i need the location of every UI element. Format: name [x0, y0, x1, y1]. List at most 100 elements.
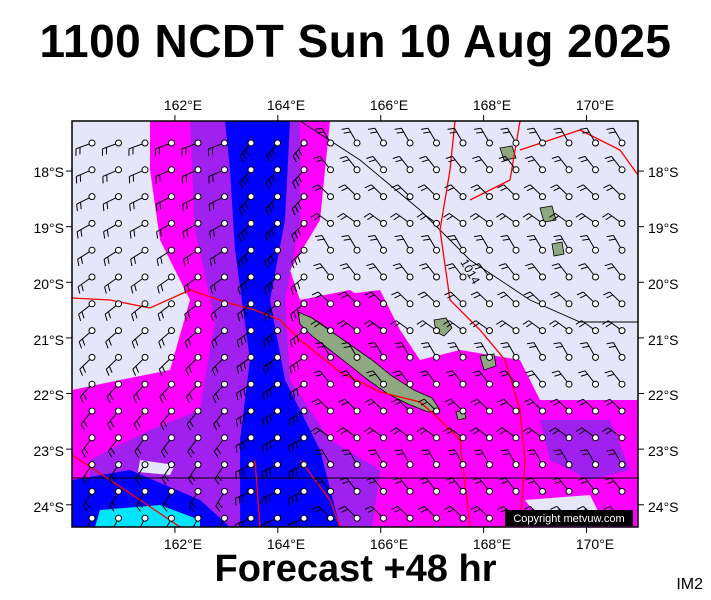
wind-barb [188, 461, 202, 485]
wind-barb [522, 212, 546, 227]
wind-barb [337, 427, 361, 442]
wind-barb [419, 155, 440, 174]
wind-barb [166, 514, 175, 527]
wind-barb [211, 353, 228, 376]
wind-barb [364, 398, 387, 415]
wind-barb [390, 320, 414, 335]
vanuatu-island-2 [539, 205, 557, 223]
copyright-text: Copyright metvuw.com [513, 513, 624, 525]
wind-barb [602, 320, 626, 335]
wind-barb [129, 219, 149, 239]
wind-barb [158, 353, 175, 376]
wind-barb [553, 449, 573, 469]
wind-barb [392, 155, 414, 174]
wind-barb [76, 219, 96, 239]
wind-barb [500, 449, 520, 469]
wind-barb [417, 184, 440, 201]
wind-barb [234, 487, 255, 506]
wind-barb [337, 212, 361, 227]
map-area: 1014 [72, 121, 638, 527]
wind-barb [341, 234, 361, 254]
wind-barb [157, 300, 175, 322]
wind-barb [102, 166, 122, 184]
wind-barb [364, 505, 387, 522]
wind-barb [445, 477, 467, 495]
wind-barb [313, 155, 334, 174]
lat-tick-label-right: 19°S [648, 220, 679, 236]
wind-barb [109, 487, 122, 512]
image-code: IM2 [676, 576, 703, 593]
wind-barb [157, 273, 175, 294]
wind-barb [392, 263, 414, 281]
lat-tick-label-left: 18°S [33, 164, 64, 180]
wind-barb [128, 166, 149, 184]
wind-barb [311, 291, 334, 308]
wind-barb [580, 449, 599, 469]
wind-barb [523, 184, 546, 201]
wind-barb [416, 212, 440, 227]
wind-barb [496, 320, 520, 335]
wind-barb [315, 234, 334, 254]
wind-barb [235, 407, 255, 427]
wind-barb [160, 434, 175, 458]
lat-ticks-left: 18°S 19°S 20°S 21°S 22°S 23°S 24°S [33, 164, 64, 515]
wind-barb [575, 320, 599, 335]
wind-barb [77, 273, 96, 294]
wind-barb [391, 505, 414, 522]
wind-barb [107, 434, 122, 458]
wind-barb [447, 449, 467, 469]
wind-barb [291, 193, 308, 216]
wind-barb [525, 155, 546, 174]
front-line-2 [439, 121, 526, 527]
wind-barb [443, 427, 467, 442]
wind-barb [525, 370, 546, 388]
wind-barb [551, 477, 573, 495]
wind-barb [261, 514, 281, 527]
wind-barb [606, 234, 626, 254]
wind-barb [549, 320, 573, 335]
wind-barb [265, 166, 281, 189]
wind-barb [527, 342, 546, 361]
wind-barb [78, 300, 96, 322]
forecast-title: 1100 NCDT Sun 10 Aug 2025 [39, 15, 672, 67]
wind-barb [527, 234, 546, 254]
wind-barb [363, 320, 387, 335]
lon-ticks-bottom: 162°E 164°E 166°E 168°E 170°E [164, 536, 614, 552]
wind-barb [421, 342, 440, 361]
wind-barb [266, 139, 281, 163]
wind-barb [472, 263, 493, 281]
wind-barb [154, 139, 175, 156]
wind-barb [236, 327, 255, 348]
wind-barb [474, 127, 493, 147]
wind-barb [366, 263, 387, 281]
wind-barb [208, 166, 228, 184]
lat-tick-label-right: 24°S [648, 499, 679, 515]
wind-barb [606, 449, 626, 469]
wind-barb [80, 407, 96, 431]
wind-barb [129, 193, 149, 212]
wind-barb [497, 398, 520, 415]
lon-tick-label-bottom: 168°E [473, 536, 511, 552]
wind-barb [419, 477, 440, 495]
wind-barb [498, 370, 520, 388]
wind-barb [239, 166, 255, 189]
wind-barb [292, 166, 308, 189]
wind-barb [184, 300, 202, 322]
wind-barb [604, 370, 626, 388]
front-line-4 [519, 129, 638, 176]
wind-barb [82, 461, 96, 485]
wind-barb [580, 127, 599, 147]
wind-barb [553, 234, 573, 254]
wind-barb [106, 380, 122, 404]
wind-barb [525, 477, 546, 495]
wind-barb [289, 353, 308, 374]
wind-barb [155, 166, 175, 184]
wind-barb [82, 487, 96, 512]
wind-barb [392, 477, 414, 495]
wind-barb [235, 461, 255, 480]
wind-barb [183, 246, 202, 267]
wind-barb [578, 477, 599, 495]
wind-barb [339, 370, 361, 388]
wind-barb [104, 273, 122, 294]
wind-barb [496, 212, 520, 227]
